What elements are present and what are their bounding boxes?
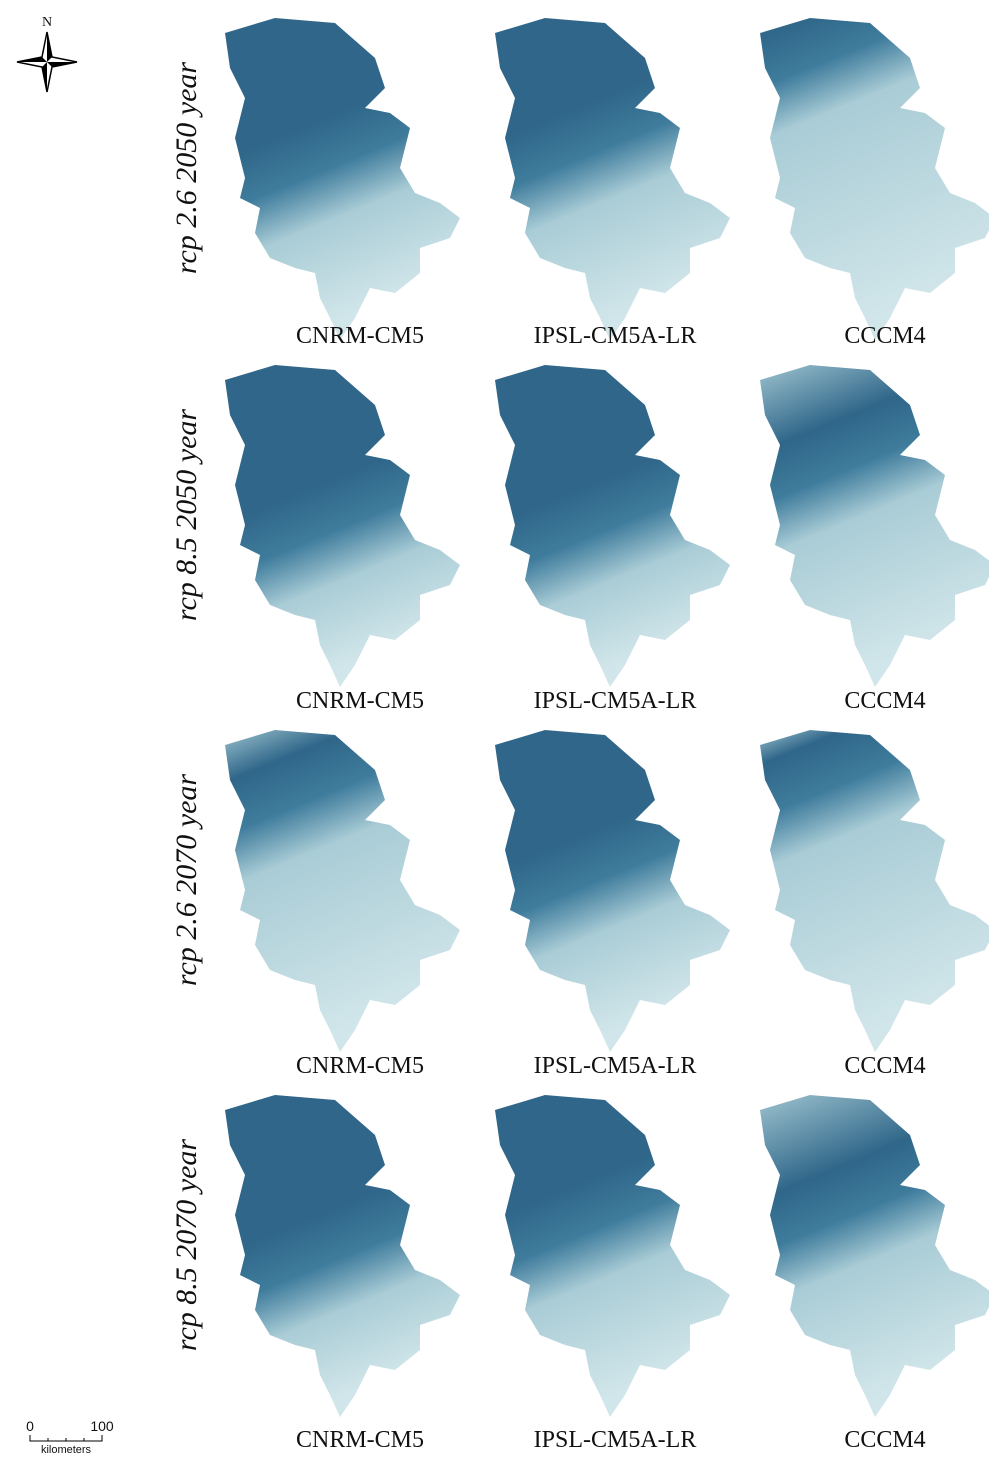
scale-end: 100	[90, 1418, 114, 1434]
map	[225, 1095, 460, 1417]
row-label: rcp 8.5 2050 year	[170, 409, 203, 622]
map	[495, 18, 730, 340]
map	[495, 730, 730, 1052]
model-label: IPSL-CM5A-LR	[534, 1427, 697, 1453]
compass: N	[17, 15, 77, 92]
scale-start: 0	[26, 1418, 34, 1434]
model-label: IPSL-CM5A-LR	[534, 688, 697, 714]
model-label: CNRM-CM5	[296, 1053, 424, 1079]
map	[760, 1095, 989, 1417]
map-row: rcp 8.5 2070 year CNRM-CM5 IPSL-CM5A-LR CCC…	[170, 1095, 989, 1453]
row-label: rcp 2.6 2050 year	[170, 62, 203, 275]
model-label: CCCM4	[844, 323, 925, 349]
map	[225, 730, 460, 1052]
row-label: rcp 2.6 2070 year	[170, 774, 203, 987]
scale-unit: kilometers	[41, 1444, 92, 1456]
model-label: CNRM-CM5	[296, 1427, 424, 1453]
map	[225, 365, 460, 687]
map	[495, 1095, 730, 1417]
map	[760, 730, 989, 1052]
model-label: IPSL-CM5A-LR	[534, 323, 697, 349]
scale-bar: 0 100 kilometers	[26, 1418, 114, 1456]
map-row: rcp 2.6 2070 year CNRM-CM5 IPSL-CM5A-LR CCC…	[170, 730, 989, 1079]
model-label: CCCM4	[844, 688, 925, 714]
model-label: CCCM4	[844, 1053, 925, 1079]
compass-label: N	[42, 15, 52, 30]
model-label: CNRM-CM5	[296, 688, 424, 714]
figure: N 0 100 kilometers rcp 2.6 2050 year CNRM…	[0, 0, 989, 1461]
map-row: rcp 2.6 2050 year CNRM-CM5 IPSL-CM5A-LR CCC…	[170, 18, 989, 349]
model-label: CNRM-CM5	[296, 323, 424, 349]
row-label: rcp 8.5 2070 year	[170, 1139, 203, 1352]
model-label: CCCM4	[844, 1427, 925, 1453]
model-label: IPSL-CM5A-LR	[534, 1053, 697, 1079]
map	[760, 365, 989, 687]
map	[495, 365, 730, 687]
map	[760, 18, 989, 340]
map	[225, 18, 460, 340]
map-row: rcp 8.5 2050 year CNRM-CM5 IPSL-CM5A-LR CCC…	[170, 365, 989, 714]
